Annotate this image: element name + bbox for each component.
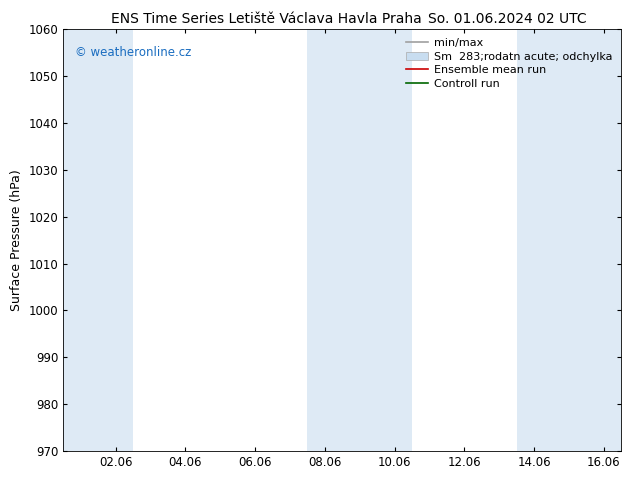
Bar bbox=[517, 29, 621, 451]
Bar bbox=[307, 29, 412, 451]
Text: ENS Time Series Letiště Václava Havla Praha: ENS Time Series Letiště Václava Havla Pr… bbox=[111, 12, 422, 26]
Text: © weatheronline.cz: © weatheronline.cz bbox=[75, 46, 191, 59]
Bar bbox=[63, 29, 133, 451]
Y-axis label: Surface Pressure (hPa): Surface Pressure (hPa) bbox=[10, 169, 23, 311]
Legend: min/max, Sm  283;rodatn acute; odchylka, Ensemble mean run, Controll run: min/max, Sm 283;rodatn acute; odchylka, … bbox=[403, 35, 616, 92]
Text: So. 01.06.2024 02 UTC: So. 01.06.2024 02 UTC bbox=[428, 12, 586, 26]
